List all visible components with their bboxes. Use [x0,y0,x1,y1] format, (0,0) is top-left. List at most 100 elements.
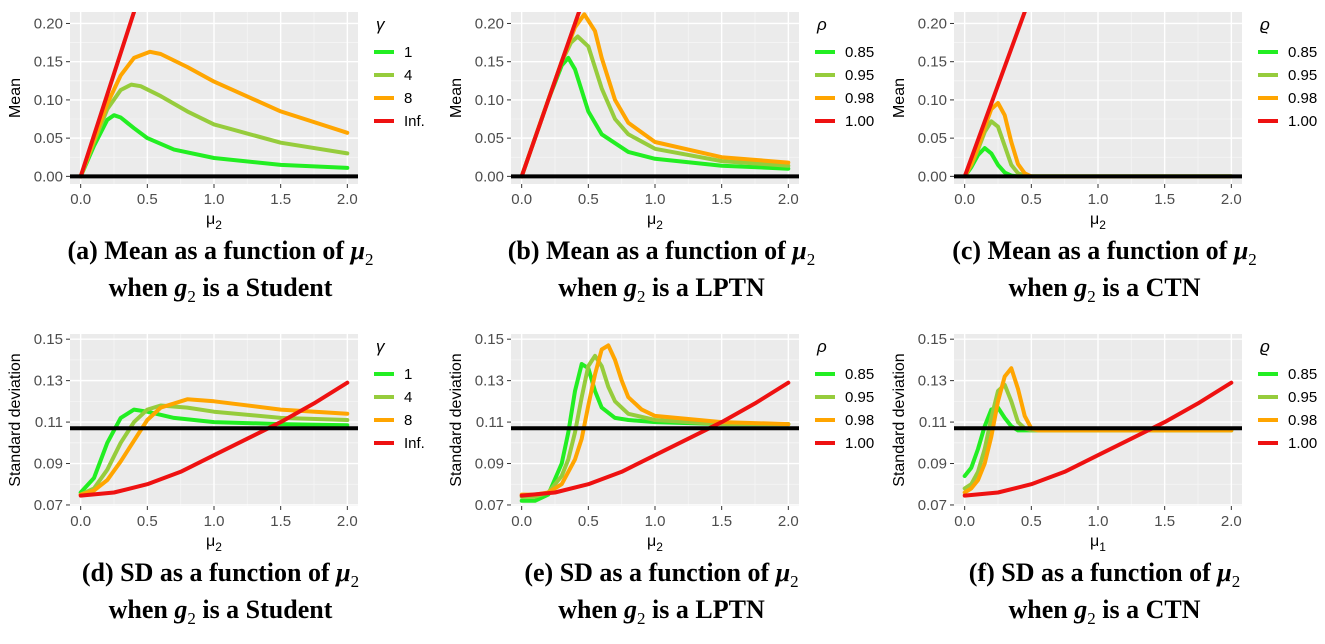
x-tick-label: 1.0 [645,513,666,530]
x-tick-label: 0.5 [1021,191,1042,208]
y-tick-label: 0.11 [35,414,63,431]
series-line-1.00 [962,12,1027,179]
panel-caption: (f) SD as a function of μ2 when g2 is a C… [968,558,1241,629]
x-tick-label: 1.5 [270,513,291,530]
y-tick-label: 0.05 [34,130,63,147]
legend-label: 0.85 [1288,44,1317,61]
x-tick-label: 0.0 [511,513,532,530]
y-tick-label: 0.09 [34,456,63,473]
legend-title: γ [376,337,386,356]
x-tick-label: 0.5 [578,513,599,530]
x-tick-label: 1.0 [1088,191,1109,208]
y-tick-label: 0.15 [34,331,63,348]
x-axis-label: μ2 [647,533,663,554]
x-tick-label: 2.0 [778,191,799,208]
x-tick-label: 0.5 [1021,513,1042,530]
y-tick-label: 0.07 [475,497,504,514]
legend-label: 4 [404,67,412,84]
y-axis-label: Mean [7,78,24,118]
legend-label: 1.00 [845,113,874,130]
legend-title: ρ [816,337,827,356]
legend-label: 0.98 [1288,90,1317,107]
y-tick-label: 0.09 [475,456,504,473]
y-tick-label: 0.07 [34,497,63,514]
panel-f: 0.0 0.5 1.0 1.5 2.0 0.07 0.09 0.11 0.13 0.15 Stand… [884,322,1325,644]
y-axis-label: Standard deviation [891,353,908,486]
legend-label: 0.95 [845,389,874,406]
y-tick-label: 0.13 [34,373,63,390]
x-tick-label: 1.0 [1088,513,1109,530]
series-line-1.00 [519,380,791,498]
panel-a: 0.0 0.5 1.0 1.5 2.0 0.00 0.05 0.10 0.15 0.20 Mean μ… [0,0,441,322]
y-tick-label: 0.13 [475,373,504,390]
series-line-8 [78,397,350,497]
series-line-1.00 [962,380,1234,498]
y-tick-label: 0.13 [918,373,947,390]
x-tick-label: 2.0 [1221,513,1242,530]
legend-label: 1.00 [1288,113,1317,130]
y-tick-label: 0.05 [475,130,504,147]
legend-title: ϱ [1260,337,1270,356]
legend-label: Inf. [404,113,425,130]
series-line-0.98 [962,101,1234,179]
y-tick-label: 0.07 [918,497,947,514]
series-line-Inf. [78,380,350,498]
x-tick-label: 0.0 [511,191,532,208]
series-line-0.98 [519,343,791,497]
legend-label: 0.95 [1288,389,1317,406]
legend-label: 0.85 [1288,366,1317,383]
y-axis-label: Mean [448,78,465,118]
y-tick-label: 0.20 [475,15,504,32]
panel-caption: (e) SD as a function of μ2 when g2 is a L… [524,558,799,629]
chart-svg: 0.0 0.5 1.0 1.5 2.0 0.07 0.09 0.11 0.13 0.15 Stand… [891,331,1317,554]
panel-d: 0.0 0.5 1.0 1.5 2.0 0.07 0.09 0.11 0.13 0.15 Stand… [0,322,441,644]
y-axis-label: Standard deviation [7,353,24,486]
x-tick-label: 1.5 [711,191,732,208]
chart-svg: 0.0 0.5 1.0 1.5 2.0 0.00 0.05 0.10 0.15 0.20 Mean μ… [7,12,425,232]
x-tick-label: 1.5 [1154,513,1175,530]
y-tick-label: 0.15 [475,331,504,348]
legend-label: 8 [404,90,412,107]
x-tick-label: 0.5 [578,191,599,208]
x-tick-label: 1.5 [711,513,732,530]
x-tick-label: 1.0 [204,191,225,208]
series-line-4 [78,403,350,497]
legend-label: 0.95 [845,67,874,84]
y-tick-label: 0.05 [918,130,947,147]
legend-title: γ [376,15,386,34]
chart-svg: 0.0 0.5 1.0 1.5 2.0 0.07 0.09 0.11 0.13 0.15 Stand… [7,331,425,554]
series-line-Inf. [78,12,136,179]
x-tick-label: 0.0 [954,191,975,208]
x-tick-label: 1.5 [1154,191,1175,208]
legend-label: 1.00 [845,435,874,452]
y-tick-label: 0.15 [918,54,947,71]
legend-label: 8 [404,412,412,429]
y-tick-label: 0.15 [918,331,947,348]
y-axis-label: Standard deviation [448,353,465,486]
x-tick-label: 2.0 [778,513,799,530]
panel-e: 0.0 0.5 1.0 1.5 2.0 0.07 0.09 0.11 0.13 0.15 Stand… [441,322,882,644]
y-tick-label: 0.20 [918,15,947,32]
y-tick-label: 0.00 [34,168,63,185]
x-axis-label: μ1 [1090,533,1106,554]
legend-label: 0.95 [1288,67,1317,84]
y-tick-label: 0.20 [34,15,63,32]
legend-label: Inf. [404,435,425,452]
y-tick-label: 0.11 [919,414,947,431]
y-tick-label: 0.10 [475,92,504,109]
chart-svg: 0.0 0.5 1.0 1.5 2.0 0.00 0.05 0.10 0.15 0.20 Mean μ… [891,12,1317,232]
x-tick-label: 1.5 [270,191,291,208]
series-line-1 [78,407,350,495]
x-tick-label: 0.5 [137,513,158,530]
chart-svg: 0.0 0.5 1.0 1.5 2.0 0.07 0.09 0.11 0.13 0.15 Stand… [448,331,874,554]
x-tick-label: 2.0 [1221,191,1242,208]
x-axis-label: μ2 [1090,211,1106,232]
series-line-1 [78,113,350,179]
x-tick-label: 0.0 [70,513,91,530]
legend-label: 1 [404,366,412,383]
series-line-8 [78,49,350,179]
x-tick-label: 2.0 [337,513,358,530]
series-line-0.95 [519,353,791,499]
y-tick-label: 0.10 [918,92,947,109]
legend-title: ρ [816,15,827,34]
